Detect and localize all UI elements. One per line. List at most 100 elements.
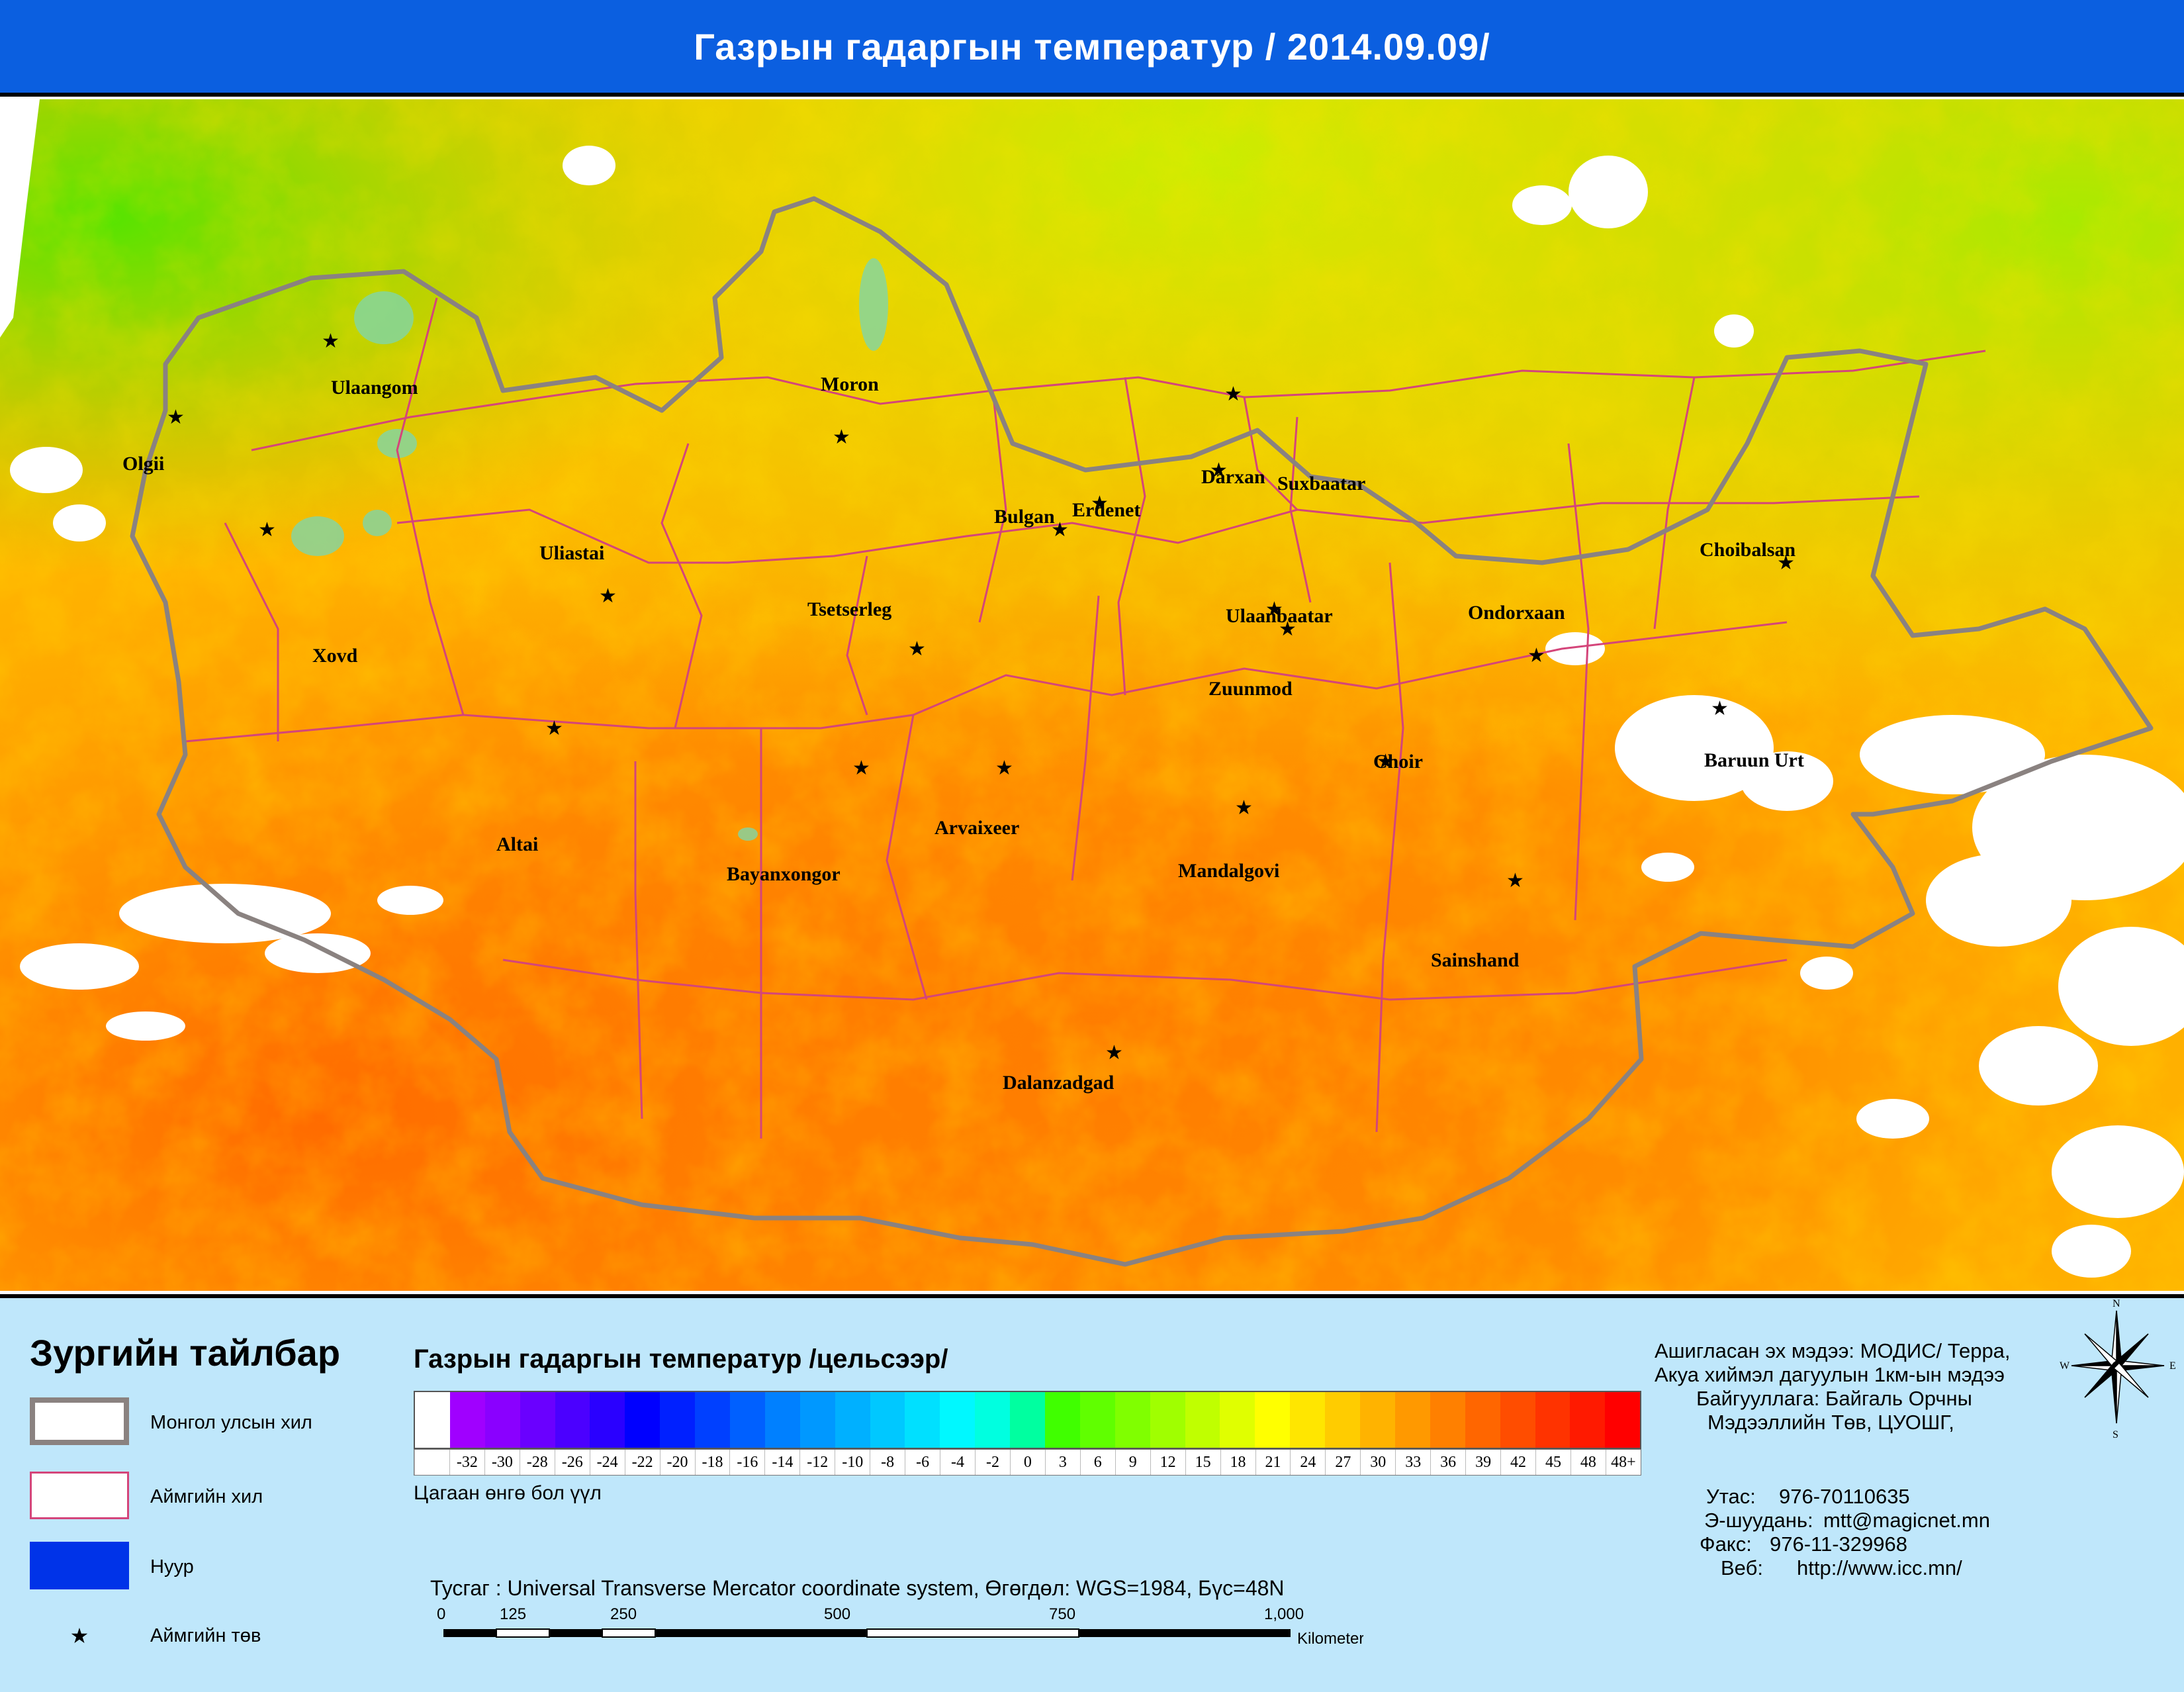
color-scale-cell — [1079, 1392, 1115, 1448]
city-label: Ondorxaan — [1468, 602, 1565, 624]
city-label: Moron — [821, 373, 879, 395]
color-scale: -32 -30 -28 -26 -24 -22 -20 -18 -16 -14 -12 -10 -8 -6… — [414, 1391, 1641, 1477]
temperature-map: ★ ★ ★ ★ ★ ★ ★ ★ ★ ★ ★ ★ ★ ★ ★ ★ ★ ★ ★ ★ ★ ★ Ulaangom O… — [0, 99, 2184, 1291]
color-scale-cell — [1570, 1392, 1606, 1448]
color-scale-tick-label: 6 — [1079, 1450, 1115, 1475]
city-label: Ulaanbaatar — [1226, 605, 1333, 627]
aimag-centers: ★★★ ★★★ ★★★ ★★★ ★★★ ★★★ ★★★ ★ — [167, 330, 1795, 1064]
compass-rose-icon: N S W E — [2060, 1298, 2176, 1440]
city-label: Choir — [1373, 751, 1423, 773]
city-label: Tsetserleg — [807, 598, 891, 620]
color-scale-cell — [1465, 1392, 1500, 1448]
city-label: Arvaixeer — [934, 817, 1019, 839]
color-scale-tick-label: 48 — [1570, 1450, 1606, 1475]
city-label: Bulgan — [994, 506, 1055, 528]
svg-text:★: ★ — [1506, 869, 1524, 892]
color-scale-cell — [1220, 1392, 1255, 1448]
color-scale-tick-label: 9 — [1115, 1450, 1150, 1475]
svg-text:★: ★ — [1235, 796, 1253, 820]
color-scale-tick-label: -10 — [835, 1450, 870, 1475]
svg-text:★: ★ — [833, 426, 850, 449]
color-scale-tick-label: -6 — [905, 1450, 940, 1475]
color-scale-tick-label: -4 — [940, 1450, 975, 1475]
color-scale-cell — [870, 1392, 905, 1448]
phone-value: 976-70110635 — [1779, 1485, 1910, 1508]
map-svg: ★★★ ★★★ ★★★ ★★★ ★★★ ★★★ ★★★ ★ Ulaangom O… — [0, 99, 2184, 1291]
email-value[interactable]: mtt@magicnet.mn — [1823, 1509, 1990, 1532]
color-scale-cell — [449, 1392, 485, 1448]
svg-text:★: ★ — [1210, 459, 1228, 482]
color-scale-tick-label: -26 — [554, 1450, 590, 1475]
texture-overlay — [0, 99, 2184, 1291]
city-label: Suxbaatar — [1277, 473, 1365, 494]
title-text: Газрын гадаргын температур / 2014.09.09/ — [694, 25, 1490, 68]
city-label: Xovd — [312, 645, 358, 667]
color-scale-cell — [1290, 1392, 1326, 1448]
web-label: Веб: — [1721, 1556, 1763, 1579]
color-scale-tick-label: 24 — [1290, 1450, 1325, 1475]
city-label: Olgii — [122, 453, 164, 475]
compass-s: S — [2113, 1429, 2118, 1440]
web-link[interactable]: http://www.icc.mn/ — [1797, 1556, 1962, 1579]
city-label: Baruun Urt — [1704, 749, 1804, 771]
color-scale-tick-label: -16 — [729, 1450, 764, 1475]
info-org-line1: Байгууллага: Байгаль Орчны — [1696, 1387, 1972, 1410]
city-label: Sainshand — [1431, 949, 1520, 971]
color-scale-tick-label: 0 — [1009, 1450, 1045, 1475]
svg-text:★: ★ — [852, 757, 870, 780]
scalebar-tick-label: 250 — [610, 1605, 637, 1623]
color-scale-cell — [415, 1392, 450, 1448]
color-scale-tick-label: 39 — [1465, 1450, 1500, 1475]
info-org-line2: Мэдээллийн Төв, ЦУОШГ, — [1707, 1411, 1954, 1434]
svg-text:★: ★ — [1091, 492, 1109, 515]
aimag-borders — [185, 297, 1986, 1139]
color-scale-title: Газрын гадаргын температур /цельсээр/ — [414, 1344, 948, 1374]
svg-text:★: ★ — [322, 330, 340, 353]
legend-aimag-center: ★ Аймгийн төв — [30, 1616, 261, 1656]
aimag-center-label: Аймгийн төв — [150, 1625, 261, 1646]
color-scale-cell — [975, 1392, 1011, 1448]
lake-swatch — [30, 1542, 129, 1589]
color-scale-cell — [1185, 1392, 1220, 1448]
city-labels: Ulaangom Olgii Moron Darxan Suxbaatar Er… — [122, 373, 1804, 1094]
color-scale-tick-label: -28 — [519, 1450, 555, 1475]
fax-value: 976-11-329968 — [1770, 1532, 1907, 1556]
color-scale-tick-label — [414, 1450, 449, 1475]
phone-label: Утас: — [1706, 1485, 1756, 1508]
color-scale-cell — [764, 1392, 800, 1448]
legend-lake: Нуур — [30, 1542, 194, 1589]
scalebar-tick-label: 1,000 — [1264, 1605, 1304, 1623]
color-scale-cell — [520, 1392, 555, 1448]
scalebar-tick-label: 500 — [824, 1605, 850, 1623]
color-scale-cell — [1010, 1392, 1046, 1448]
color-scale-tick-label: 30 — [1360, 1450, 1395, 1475]
compass-w: W — [2060, 1360, 2070, 1372]
color-scale-cell — [1394, 1392, 1430, 1448]
city-label: Dalanzadgad — [1003, 1072, 1115, 1094]
svg-text:★: ★ — [1265, 598, 1283, 621]
color-scale-cell — [1115, 1392, 1150, 1448]
scalebar-tick-label: 750 — [1049, 1605, 1075, 1623]
city-label: Choibalsan — [1700, 539, 1796, 561]
color-scale-tick-label: 12 — [1150, 1450, 1185, 1475]
city-label: Erdenet — [1072, 499, 1140, 521]
color-scale-cell — [1535, 1392, 1570, 1448]
legend-heading: Зургийн тайлбар — [30, 1332, 341, 1374]
color-scale-cell — [730, 1392, 765, 1448]
map-title: Газрын гадаргын температур / 2014.09.09/ — [0, 0, 2184, 97]
svg-text:★: ★ — [995, 757, 1013, 780]
city-label: Bayanxongor — [727, 863, 841, 885]
color-scale-cell — [660, 1392, 696, 1448]
color-scale-tick-label: -8 — [870, 1450, 905, 1475]
info-source: Ашигласан эх мэдээ: МОДИС/ Терра, — [1655, 1339, 2011, 1362]
lakes — [291, 258, 888, 841]
svg-text:★: ★ — [1105, 1041, 1123, 1064]
color-scale-cell — [1045, 1392, 1080, 1448]
color-scale-cell — [1255, 1392, 1291, 1448]
color-scale-tick-label: -2 — [975, 1450, 1010, 1475]
color-scale-tick-label: -32 — [449, 1450, 484, 1475]
color-scale-cell — [1430, 1392, 1465, 1448]
color-scale-tick-label: 21 — [1255, 1450, 1291, 1475]
svg-text:★: ★ — [1527, 644, 1545, 667]
